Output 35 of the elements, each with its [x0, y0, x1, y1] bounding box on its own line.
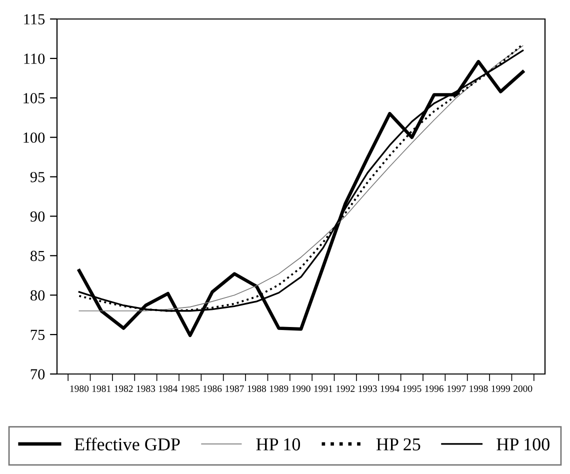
- y-tick-label: 100: [24, 132, 45, 143]
- y-tick-label: 75: [30, 330, 45, 340]
- x-tick-label: 1983: [136, 385, 156, 392]
- x-tick-label: 1988: [248, 385, 266, 392]
- legend-label: Effective GDP: [74, 438, 180, 450]
- x-tick-label: 1999: [492, 385, 510, 392]
- y-tick-label: 90: [30, 211, 45, 222]
- y-tick-label: 85: [30, 250, 45, 262]
- y-tick-label: 70: [30, 369, 45, 380]
- x-tick-label: 1997: [447, 385, 466, 392]
- x-tick-label: 1989: [270, 385, 288, 392]
- legend-label: HP 25: [376, 438, 420, 450]
- x-tick-label: 1981: [92, 385, 111, 392]
- y-tick-label: 80: [30, 290, 45, 301]
- x-tick-label: 1986: [203, 385, 222, 392]
- x-tick-label: 1987: [226, 385, 244, 392]
- x-tick-label: 1985: [181, 385, 200, 392]
- legend-label: HP 10: [256, 438, 300, 450]
- x-tick-label: 2000: [514, 385, 532, 392]
- x-tick-label: 1992: [336, 385, 355, 392]
- x-tick-label: 1991: [314, 385, 332, 392]
- x-tick-label: 1998: [470, 385, 488, 392]
- y-tick-label: 110: [24, 54, 45, 64]
- y-tick-label: 115: [24, 14, 45, 24]
- x-tick-label: 1994: [380, 385, 400, 392]
- x-tick-label: 1984: [159, 385, 178, 392]
- y-tick-label: 105: [24, 93, 45, 104]
- x-tick-label: 1990: [292, 385, 310, 392]
- x-tick-label: 1982: [114, 385, 133, 392]
- y-tick-label: 95: [30, 172, 45, 182]
- x-tick-label: 1993: [358, 385, 377, 392]
- legend-label: HP 100: [496, 438, 550, 450]
- x-tick-label: 1995: [403, 385, 422, 392]
- x-tick-label: 1980: [70, 385, 89, 392]
- x-tick-label: 1996: [425, 385, 444, 392]
